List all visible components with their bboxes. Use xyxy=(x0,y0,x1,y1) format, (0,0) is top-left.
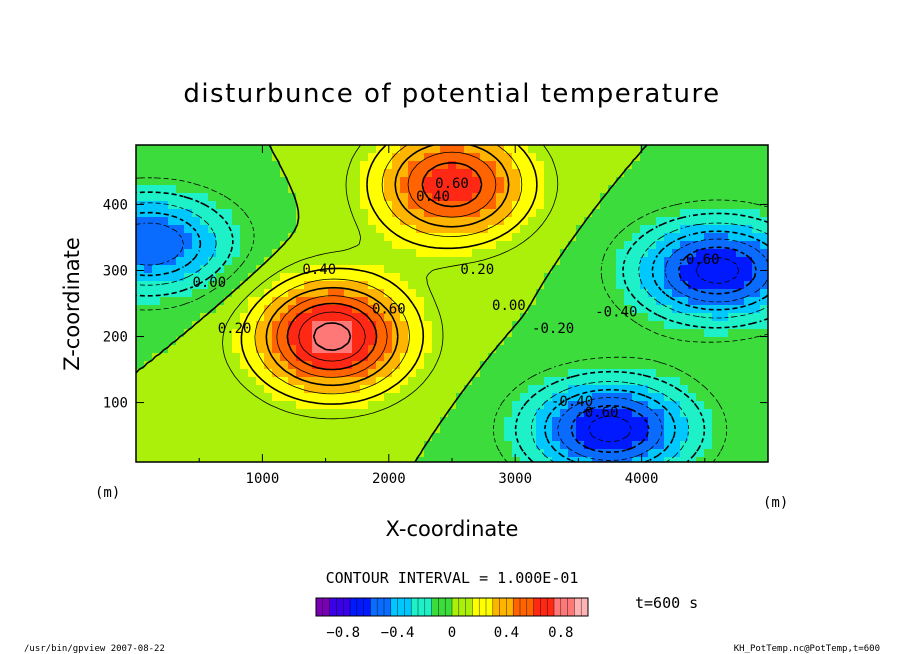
colorbar-cell xyxy=(363,598,371,616)
contour-line xyxy=(265,145,510,387)
footer-right: KH_PotTemp.nc@PotTemp,t=600 xyxy=(734,644,880,654)
x-axis-title: X-coordinate xyxy=(386,517,519,541)
contour-label: -0.60 xyxy=(677,252,719,268)
colorbar-cell xyxy=(499,598,507,616)
colorbar-tick-label: 0.8 xyxy=(548,625,573,641)
colorbar-frame xyxy=(315,597,589,617)
colorbar-cell xyxy=(431,598,439,616)
contour-line xyxy=(298,184,453,362)
y-unit-label: (m) xyxy=(763,495,788,511)
contour-label: -0.20 xyxy=(532,321,574,337)
x-tick-label: 3000 xyxy=(498,471,532,487)
colorbar-cell xyxy=(574,598,582,616)
y-tick-label: 400 xyxy=(103,197,128,213)
contour-line xyxy=(276,151,497,378)
contour-line xyxy=(136,222,768,461)
y-axis-title: Z-coordinate xyxy=(60,237,84,371)
colorbar-cell xyxy=(479,598,487,616)
colorbar-cell xyxy=(506,598,514,616)
colorbar-cell xyxy=(350,598,358,616)
y-tick-label: 200 xyxy=(103,330,128,346)
contour-line xyxy=(588,257,740,443)
colorbar-cell xyxy=(486,598,494,616)
colorbar-cell xyxy=(560,598,568,616)
x-tick-label: 4000 xyxy=(625,471,659,487)
contour-line xyxy=(254,145,523,395)
colorbar-cell xyxy=(492,598,500,616)
colorbar-cell xyxy=(540,598,548,616)
contour-label: 0.60 xyxy=(372,301,406,317)
y-tick-label: 300 xyxy=(103,263,128,279)
contour-label: -0.40 xyxy=(595,305,637,321)
colorbar-cell xyxy=(554,598,562,616)
colorbar-tick-label: −0.8 xyxy=(326,625,360,641)
colorbar-cell xyxy=(390,598,398,616)
colorbar-cell xyxy=(567,598,575,616)
colorbar-cell xyxy=(526,598,534,616)
colorbar-cell xyxy=(397,598,405,616)
contour-label: 0.20 xyxy=(460,262,494,278)
colorbar-cell xyxy=(472,598,480,616)
colorbar-cell xyxy=(438,598,446,616)
colorbar-cell xyxy=(370,598,378,616)
contour-line xyxy=(136,211,768,462)
contour-line xyxy=(136,202,768,462)
colorbar-cell xyxy=(316,598,324,616)
contour-fill xyxy=(136,145,768,462)
colorbar-cell xyxy=(581,598,589,616)
x-tick-label: 2000 xyxy=(372,471,406,487)
colorbar-cell xyxy=(520,598,528,616)
contour-label: 0.40 xyxy=(416,189,450,205)
contour-line xyxy=(136,177,768,462)
colorbar-cell xyxy=(452,598,460,616)
contour-lines xyxy=(136,145,768,462)
contour-line xyxy=(222,145,559,420)
y-tick-label: 100 xyxy=(103,396,128,412)
colorbar-cell xyxy=(547,598,555,616)
contour-line xyxy=(136,145,648,462)
contour-line xyxy=(286,161,483,371)
colorbar-cell xyxy=(458,598,466,616)
contour-label: 0.60 xyxy=(435,176,469,192)
colorbar-cell xyxy=(322,598,330,616)
contour-label: 0.00 xyxy=(192,275,226,291)
colorbar-tick-label: 0 xyxy=(448,625,456,641)
contour-line xyxy=(136,191,768,462)
colorbar-cell xyxy=(418,598,426,616)
footer-left: /usr/bin/gpview 2007-08-22 xyxy=(24,644,165,654)
colorbar-cell xyxy=(445,598,453,616)
contour-line xyxy=(570,246,757,453)
contour-label: 0.00 xyxy=(492,298,526,314)
colorbar-cell xyxy=(513,598,521,616)
colorbar: −0.8 −0.4 0 0.4 0.8 xyxy=(315,597,589,641)
colorbar-cell xyxy=(465,598,473,616)
contour-line xyxy=(240,145,538,405)
colorbar-tick-label: 0.4 xyxy=(494,625,519,641)
x-tick-label: 1000 xyxy=(246,471,280,487)
chart-title: disturbunce of potential temperature xyxy=(183,79,720,109)
colorbar-cell xyxy=(411,598,419,616)
contour-label: 0.20 xyxy=(218,321,252,337)
contour-line xyxy=(312,322,352,351)
contour-label: -0.40 xyxy=(551,394,593,410)
contour-labels: 0.600.400.400.600.000.200.200.00-0.20-0.… xyxy=(192,176,719,421)
colorbar-cell xyxy=(404,598,412,616)
x-unit-label: (m) xyxy=(95,485,120,501)
contour-interval-label: CONTOUR INTERVAL = 1.000E-01 xyxy=(326,569,579,587)
plot-area: 0.600.400.400.600.000.200.200.00-0.20-0.… xyxy=(103,144,769,487)
colorbar-cell xyxy=(343,598,351,616)
contour-label: -0.60 xyxy=(576,405,618,421)
colorbar-cell xyxy=(356,598,364,616)
colorbar-cell xyxy=(533,598,541,616)
colorbar-cell xyxy=(329,598,337,616)
axis-ticks: 1000 2000 3000 4000 100 200 300 400 xyxy=(103,145,768,487)
time-label: t=600 s xyxy=(635,594,698,612)
colorbar-tick-label: −0.4 xyxy=(381,625,415,641)
contour-label: 0.40 xyxy=(302,262,336,278)
colorbar-cell xyxy=(377,598,385,616)
colorbar-cell xyxy=(384,598,392,616)
colorbar-cell xyxy=(424,598,432,616)
colorbar-cell xyxy=(336,598,344,616)
